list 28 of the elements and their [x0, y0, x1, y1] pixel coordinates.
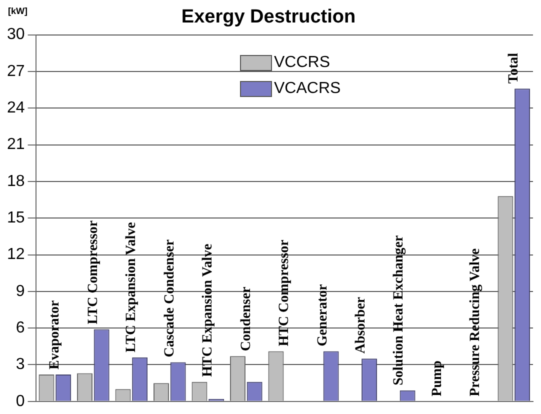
x-tick-label: Pump [430, 360, 445, 396]
y-tick-label: 12 [7, 246, 25, 264]
y-tick-label: 18 [7, 172, 25, 190]
x-tick-label: HTC Expansion Valve [200, 244, 216, 377]
x-tick-label: Total [506, 52, 522, 84]
x-tick-label: Solution Heat Exchanger [392, 235, 407, 386]
chart-title: Exergy Destruction [181, 6, 356, 28]
y-axis-title: [kW] [8, 6, 28, 16]
y-tick-label: 30 [7, 26, 25, 44]
y-tick-label: 9 [16, 282, 25, 300]
y-tick-label: 0 [16, 392, 25, 410]
x-tick-label: Cascade Condenser [162, 239, 178, 358]
x-tick-label: Evaporator [48, 300, 63, 370]
y-tick-label: 6 [16, 319, 25, 336]
x-tick-label: Pressure Reducing Valve [468, 248, 484, 396]
y-tick-label: 21 [7, 136, 25, 154]
legend-label: VCACRS [274, 80, 341, 98]
y-tick-label: 3 [16, 356, 25, 374]
x-tick-label: Condenser [238, 286, 254, 352]
y-tick-label: 24 [7, 100, 25, 117]
y-tick-label: 15 [7, 210, 25, 227]
legend-label: VCCRS [274, 54, 330, 72]
x-tick-label: LTC Compressor [86, 220, 101, 324]
y-tick-label: 27 [7, 62, 25, 80]
x-tick-label: Absorber [354, 296, 368, 354]
x-tick-label: LTC Expansion Valve [124, 222, 140, 352]
x-tick-label: HTC Compressor [277, 240, 292, 346]
x-tick-label: Generator [315, 284, 330, 346]
